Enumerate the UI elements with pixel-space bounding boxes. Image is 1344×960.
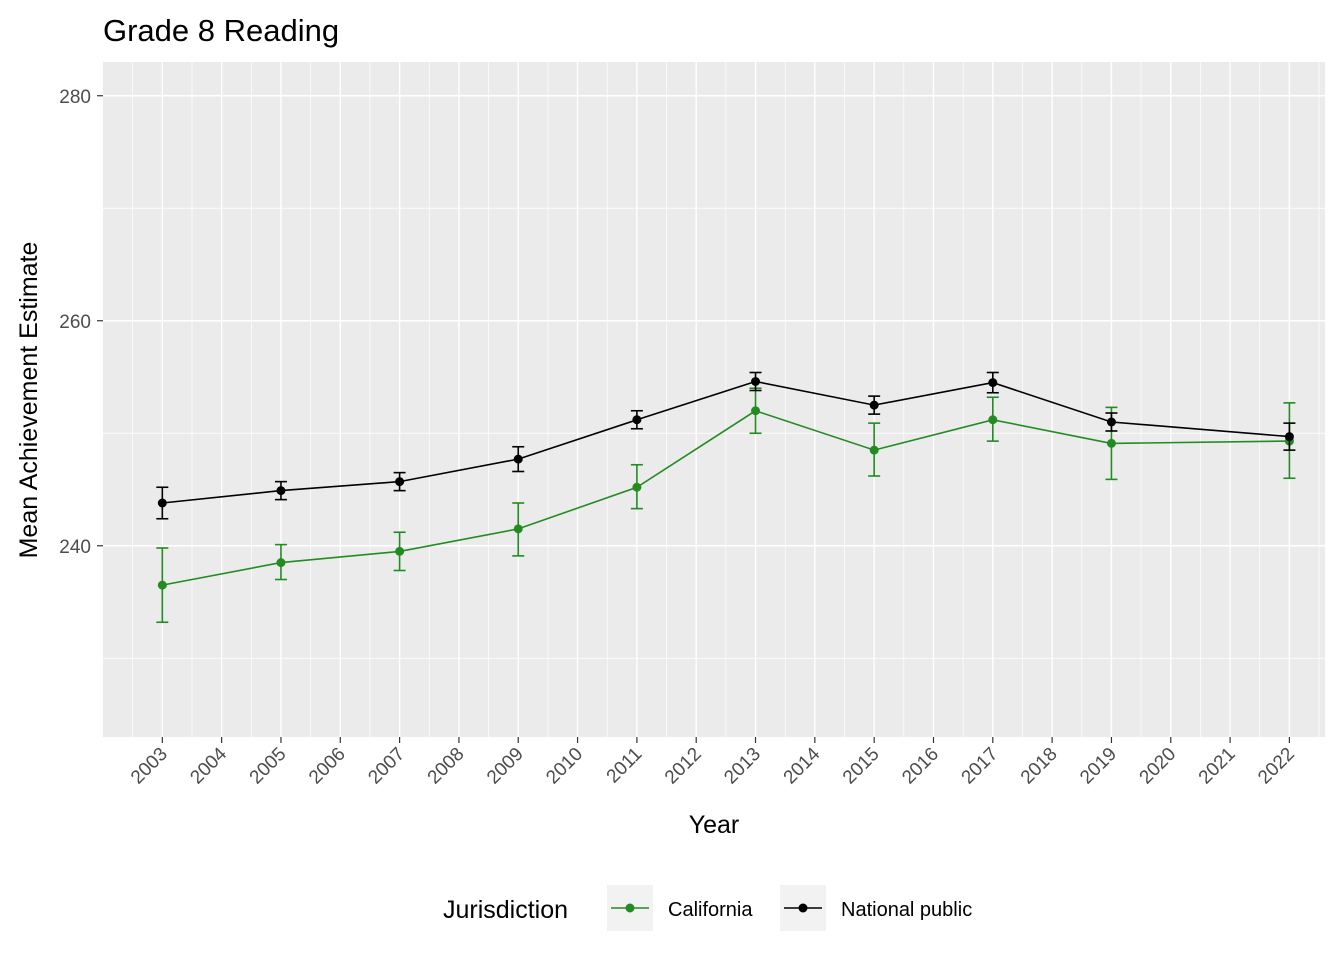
data-point-national-public — [513, 454, 523, 464]
x-tick-label: 2013 — [720, 744, 765, 789]
legend-item-national-public: National public — [780, 885, 972, 931]
x-tick-label: 2004 — [186, 743, 231, 788]
major-gridlines — [103, 62, 1325, 737]
series-california — [156, 387, 1296, 624]
data-point-national-public — [157, 498, 167, 508]
data-point-national-public — [751, 377, 761, 386]
x-tick-label: 2005 — [246, 744, 291, 789]
x-tick-label: 2020 — [1136, 744, 1181, 789]
data-point-national-public — [1284, 432, 1294, 442]
x-axis: 2003 2004 2005 2006 2007 2008 2009 2010 2011 2012… — [127, 737, 1299, 788]
x-tick-label: 2018 — [1017, 744, 1062, 789]
y-tick-label: 260 — [59, 312, 91, 333]
legend-key-point — [625, 903, 635, 913]
series-line-california — [162, 409, 1290, 586]
x-tick-label: 2008 — [424, 744, 469, 789]
y-axis-title: Mean Achievement Estimate — [15, 242, 43, 559]
x-tick-label: 2017 — [958, 744, 1003, 789]
legend: Jurisdiction California National public — [443, 885, 972, 931]
series-line-national-public — [162, 380, 1290, 504]
x-tick-label: 2016 — [898, 744, 943, 789]
x-tick-label: 2003 — [127, 744, 172, 789]
series-layer — [156, 371, 1296, 624]
x-tick-label: 2014 — [780, 743, 825, 788]
data-point-california — [988, 415, 998, 425]
x-tick-label: 2010 — [542, 744, 587, 789]
x-tick-label: 2011 — [603, 744, 647, 788]
x-tick-label: 2022 — [1254, 744, 1299, 789]
data-point-california — [1106, 438, 1116, 448]
data-point-california — [395, 546, 405, 556]
data-point-california — [276, 558, 286, 568]
legend-item-california: California — [607, 885, 753, 931]
legend-label-california: California — [668, 899, 753, 921]
legend-title: Jurisdiction — [443, 896, 568, 924]
y-axis: 240 260 280 — [59, 87, 103, 558]
data-point-national-public — [1106, 417, 1116, 427]
data-point-california — [869, 445, 879, 455]
data-point-california — [632, 482, 642, 492]
y-tick-label: 280 — [59, 87, 91, 108]
chart-title: Grade 8 Reading — [103, 13, 339, 48]
data-point-california — [513, 524, 523, 534]
x-tick-label: 2015 — [839, 744, 884, 789]
y-tick-label: 240 — [59, 537, 91, 558]
data-point-national-public — [276, 486, 286, 496]
data-point-national-public — [632, 415, 642, 425]
data-point-california — [157, 580, 167, 590]
x-tick-label: 2007 — [364, 744, 409, 789]
plot-panel — [103, 62, 1325, 737]
x-tick-label: 2021 — [1195, 744, 1240, 789]
data-point-national-public — [988, 378, 998, 388]
x-tick-label: 2009 — [483, 744, 528, 789]
data-point-california — [751, 406, 761, 416]
x-tick-label: 2019 — [1076, 744, 1121, 789]
legend-key-point — [798, 903, 808, 913]
data-point-national-public — [395, 477, 405, 487]
x-tick-label: 2006 — [305, 744, 350, 789]
x-axis-title: Year — [689, 811, 740, 839]
data-point-national-public — [869, 400, 879, 410]
legend-label-national-public: National public — [841, 899, 972, 921]
series-national-public — [156, 371, 1296, 520]
x-tick-label: 2012 — [661, 744, 706, 789]
